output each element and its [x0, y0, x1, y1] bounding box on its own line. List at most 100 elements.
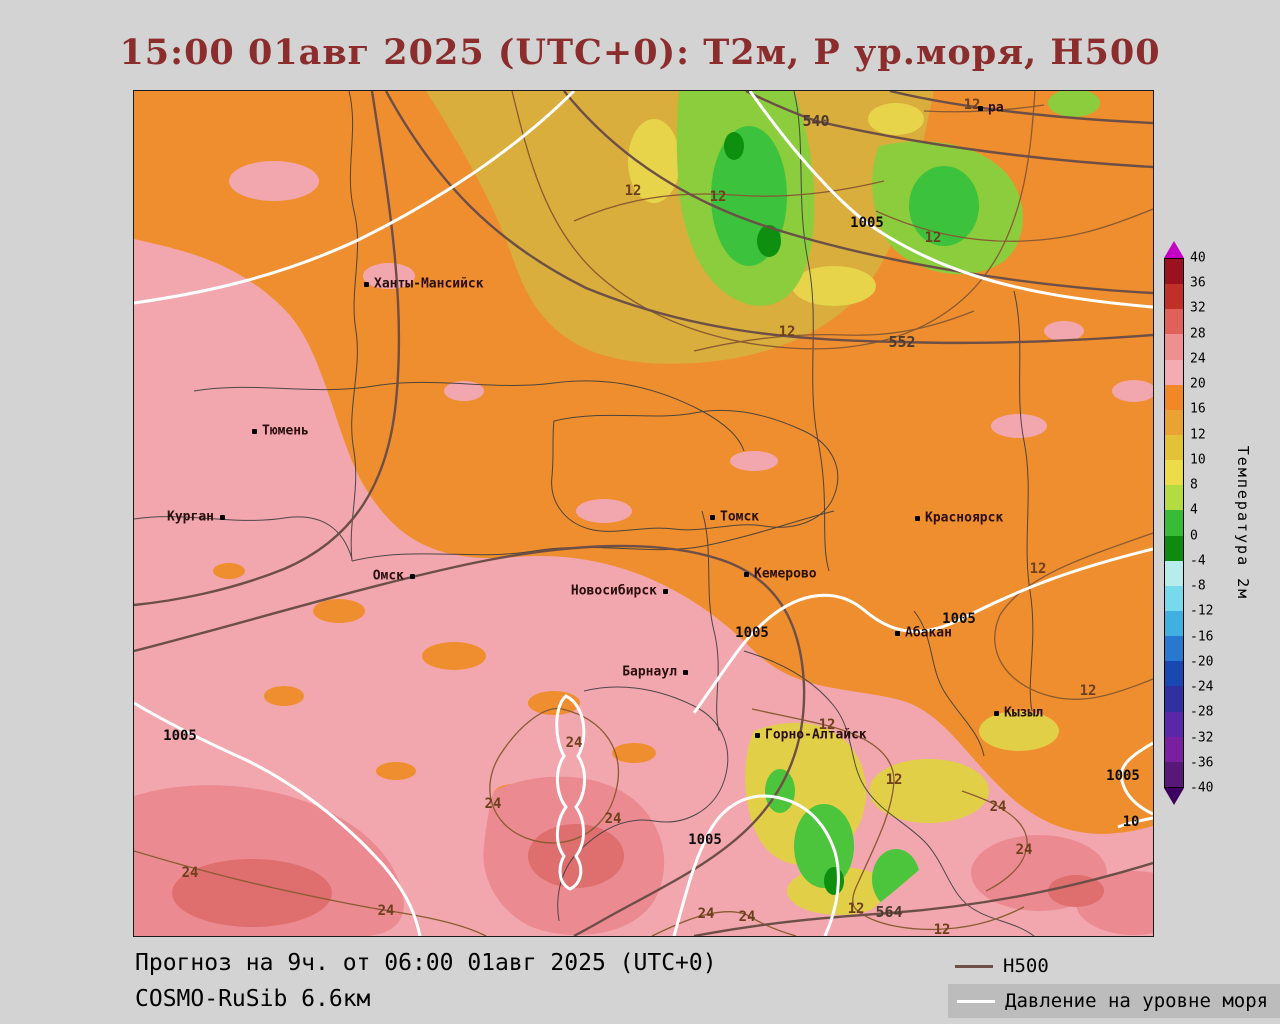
- colorbar-tick: 40: [1190, 250, 1206, 266]
- colorbar-band: [1165, 736, 1183, 762]
- city-label: Кемерово: [754, 566, 817, 582]
- city-dot: [915, 516, 920, 521]
- colorbar-band: [1165, 309, 1183, 335]
- colorbar-tick: 0: [1190, 528, 1198, 544]
- temp-contour-label: 24: [989, 799, 1007, 815]
- colorbar-tick: 36: [1190, 275, 1206, 291]
- colorbar-arrow-top: [1164, 241, 1184, 258]
- colorbar-band: [1165, 610, 1183, 637]
- colorbar-axis-label: Температура 2м: [1234, 445, 1252, 601]
- pressure-line-swatch: [957, 999, 995, 1003]
- temp-contour-label: 24: [484, 796, 502, 812]
- h500-line-swatch: [955, 964, 993, 968]
- colorbar-band: [1165, 560, 1183, 586]
- colorbar-tick-labels: 40 36 32 28 24 20 16 12 10 8 4 0 -4 -8 -12 -16 -20 -24 -28…: [1190, 251, 1236, 796]
- colorbar-tick: -24: [1190, 679, 1214, 695]
- colorbar-band: [1165, 409, 1183, 435]
- colorbar-tick: -36: [1190, 755, 1214, 771]
- city-dot: [252, 429, 257, 434]
- city-label: Красноярск: [925, 510, 1004, 526]
- colorbar-band: [1165, 259, 1183, 285]
- temp-contour-label: 12: [963, 97, 981, 113]
- pressure-contour-label: 10: [1122, 814, 1140, 830]
- temp-contour-label: 24: [697, 906, 715, 922]
- city-label: Барнаул: [622, 664, 677, 680]
- temperature-contour-lines: [134, 91, 1153, 936]
- city-dot: [755, 733, 760, 738]
- contour-label-layer: 540 552 564 1005 1005 1005 1005 1005 1005 10 12 12 1…: [134, 91, 1153, 936]
- city-label: Омск: [372, 568, 404, 584]
- colorbar-band: [1165, 384, 1183, 410]
- city-dot: [994, 711, 999, 716]
- pressure-contour-lines: [134, 91, 1153, 936]
- colorbar-tick: 12: [1190, 427, 1206, 443]
- city-label: Горно-Алтайск: [765, 727, 867, 743]
- h500-contour-label: 540: [802, 112, 830, 130]
- temp-contour-label: 12: [818, 717, 836, 733]
- temp-contour-label: 24: [1015, 842, 1033, 858]
- colorbar-band: [1165, 434, 1183, 461]
- colorbar-band: [1165, 284, 1183, 310]
- city-label: Тюмень: [262, 423, 309, 439]
- city-label: Кызыл: [1004, 705, 1044, 721]
- temp-contour-label: 12: [624, 183, 642, 199]
- temp-contour-label: 12: [847, 901, 865, 917]
- pressure-contour-label: 1005: [942, 611, 976, 627]
- colorbar-band: [1165, 510, 1183, 536]
- colorbar-band: [1165, 359, 1183, 385]
- colorbar-tick: 4: [1190, 502, 1198, 518]
- city-dot: [683, 670, 688, 675]
- h500-contour-label: 552: [888, 333, 916, 351]
- pressure-legend-label: Давление на уровне моря: [1005, 990, 1269, 1012]
- city-label: ра: [988, 100, 1004, 116]
- colorbar-tick: -8: [1190, 578, 1206, 594]
- temperature-field-layer: [134, 91, 1153, 936]
- colorbar-tick: -20: [1190, 654, 1214, 670]
- colorbar-tick: 28: [1190, 326, 1206, 342]
- city-dot: [744, 572, 749, 577]
- forecast-map: 540 552 564 1005 1005 1005 1005 1005 1005 10 12 12 1…: [133, 90, 1154, 937]
- colorbar-band: [1165, 761, 1183, 787]
- pressure-contour-label: 1005: [850, 215, 884, 231]
- colorbar-band: [1165, 485, 1183, 511]
- colorbar-band: [1165, 661, 1183, 687]
- h500-contour-label: 564: [875, 903, 903, 921]
- colorbar-band: [1165, 686, 1183, 712]
- h500-contour-lines: [134, 91, 1153, 936]
- temp-contour-label: 24: [377, 903, 395, 919]
- weather-map-svg: [134, 91, 1153, 936]
- legend-row-h500: Н500: [955, 952, 1049, 980]
- colorbar-band: [1165, 460, 1183, 486]
- city-dot: [895, 631, 900, 636]
- temp-contour-label: 12: [1029, 561, 1047, 577]
- colorbar-tick: -40: [1190, 780, 1214, 796]
- city-label: Курган: [167, 509, 214, 525]
- pressure-contour-label: 1005: [163, 728, 197, 744]
- colorbar-tick: 24: [1190, 351, 1206, 367]
- city-label: Томск: [720, 509, 760, 525]
- colorbar-tick: 32: [1190, 300, 1206, 316]
- colorbar-band: [1165, 535, 1183, 561]
- model-info-line: COSMO-RuSib 6.6км: [135, 986, 371, 1012]
- colorbar-tick: -28: [1190, 704, 1214, 720]
- h500-legend-label: Н500: [1003, 955, 1049, 977]
- pressure-contour-label: 1005: [735, 625, 769, 641]
- temperature-colorbar: [1164, 258, 1184, 788]
- temp-contour-label: 24: [604, 811, 622, 827]
- pressure-contour-label: 1005: [688, 832, 722, 848]
- temp-contour-label: 24: [181, 865, 199, 881]
- colorbar-band: [1165, 711, 1183, 737]
- city-dot: [410, 574, 415, 579]
- pressure-contour-label: 1005: [1106, 768, 1140, 784]
- page-title: 15:00 01авг 2025 (UTC+0): Т2м, Р ур.моря…: [119, 32, 1161, 73]
- temp-contour-label: 12: [1079, 683, 1097, 699]
- city-label: Ханты-Мансийск: [374, 276, 484, 292]
- temp-contour-label: 24: [565, 735, 583, 751]
- temp-contour-label: 12: [709, 189, 727, 205]
- colorbar-tick: -16: [1190, 629, 1214, 645]
- temp-contour-label: 12: [924, 230, 942, 246]
- colorbar-tick: 16: [1190, 401, 1206, 417]
- colorbar-tick: -4: [1190, 553, 1206, 569]
- city-layer: Ханты-Мансийск Тюмень Курган Омск Томск Новос…: [134, 91, 1153, 936]
- temp-contour-label: 12: [885, 772, 903, 788]
